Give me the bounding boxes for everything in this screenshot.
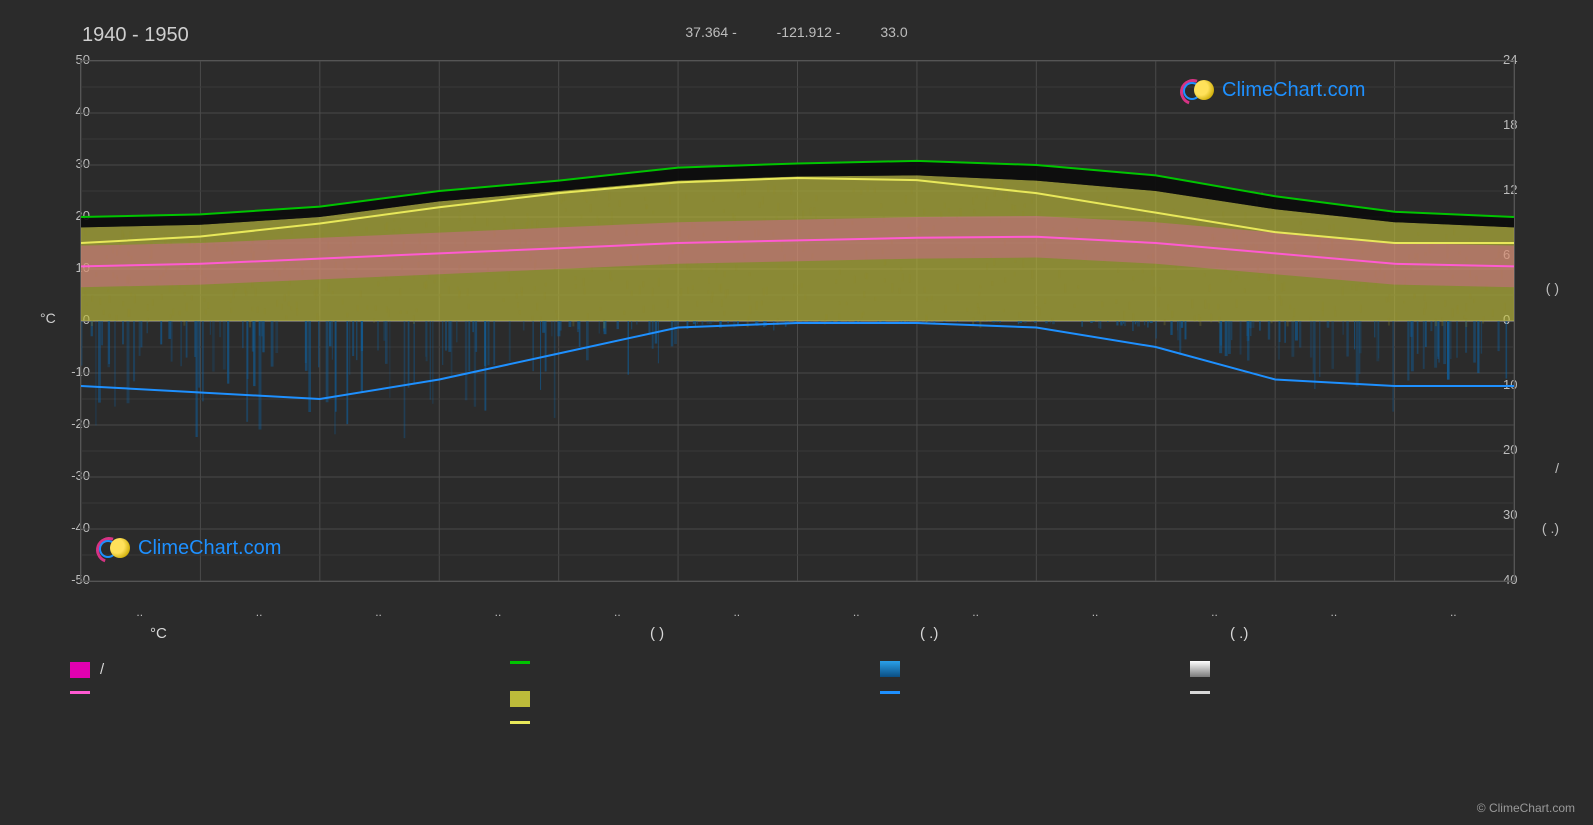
logo-text: ClimeChart.com: [1222, 79, 1365, 102]
x-tick: ..: [1092, 605, 1099, 619]
chart-svg: [81, 61, 1514, 581]
legend-item: /: [70, 661, 104, 678]
legend-swatch: [510, 691, 530, 707]
legend-item: [70, 691, 100, 694]
legend-item: [510, 721, 540, 724]
x-tick: ..: [256, 605, 263, 619]
x-tick: ..: [614, 605, 621, 619]
x-tick: ..: [853, 605, 860, 619]
legend-item: [510, 691, 540, 707]
legend-swatch: [510, 721, 530, 724]
plot: [80, 60, 1515, 582]
x-tick: ..: [972, 605, 979, 619]
legend-item: [1190, 661, 1220, 677]
legend-swatch: [880, 661, 900, 677]
legend-hdr-precip: ( .): [920, 625, 938, 642]
legend-swatch: [510, 661, 530, 664]
x-tick: ..: [1331, 605, 1338, 619]
x-tick: ..: [136, 605, 143, 619]
legend-hdr-snow: ( .): [1230, 625, 1248, 642]
legend-swatch: [1190, 661, 1210, 677]
legend-swatch: [1190, 691, 1210, 694]
copyright: © ClimeChart.com: [1477, 801, 1575, 815]
x-tick: ..: [375, 605, 382, 619]
yr-unit-lower: /: [1555, 460, 1559, 476]
x-tick: ..: [1450, 605, 1457, 619]
yr-unit-lower: ( .): [1542, 520, 1559, 536]
logo-icon: [96, 536, 130, 560]
climechart-page: 1940 - 1950 37.364 - -121.912 - 33.0 °C …: [0, 0, 1593, 825]
legend-item: [880, 661, 910, 677]
legend-hdr-sun: ( ): [650, 625, 664, 642]
legend-label: /: [100, 661, 104, 678]
yr-unit-upper: ( ): [1546, 280, 1559, 296]
legend-item: [1190, 691, 1220, 694]
legend-swatch: [70, 691, 90, 694]
legend-swatch: [70, 662, 90, 678]
logo-text: ClimeChart.com: [138, 537, 281, 560]
x-tick: ..: [495, 605, 502, 619]
x-tick: ..: [1211, 605, 1218, 619]
x-tick: ..: [733, 605, 740, 619]
logo-icon: [1180, 78, 1214, 102]
legend-item: [880, 691, 910, 694]
climechart-logo: ClimeChart.com: [96, 536, 281, 560]
climechart-logo: ClimeChart.com: [1180, 78, 1365, 102]
legend-item: [510, 661, 540, 664]
legend-swatch: [880, 691, 900, 694]
legend-hdr-temp: °C: [150, 625, 167, 642]
legend: °C ( ) ( .) ( .) /: [70, 625, 1523, 761]
